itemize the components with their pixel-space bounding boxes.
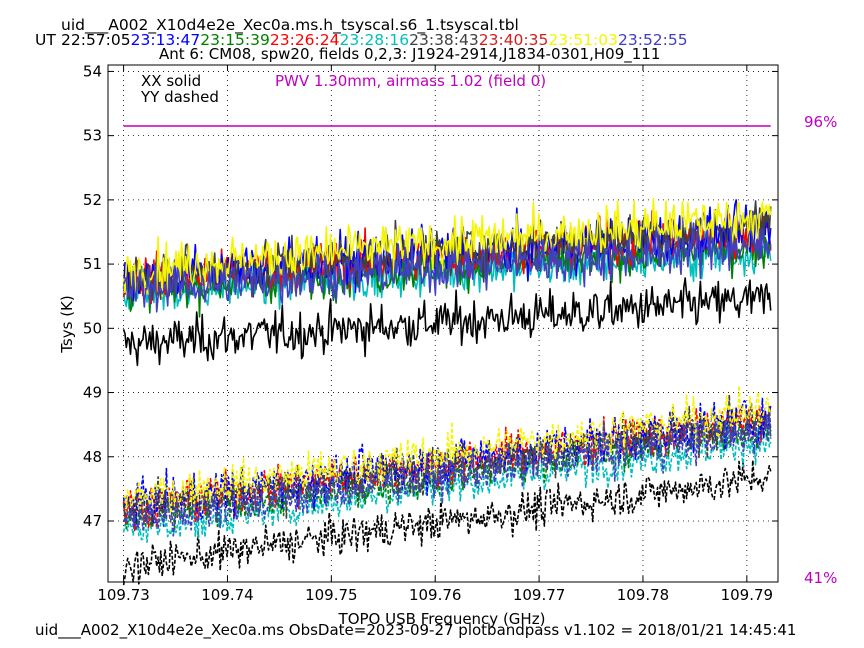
y-tick-label: 47 (83, 512, 102, 530)
x-tick-label: 109.76 (409, 586, 462, 604)
timestamp: 23:52:55 (618, 31, 688, 49)
y-tick-label: 49 (83, 384, 102, 402)
chart-title: uid___A002_X10d4e2e_Xec0a.ms.h_tsyscal.s… (61, 16, 519, 35)
y-tick-label: 54 (83, 62, 102, 80)
x-tick-label: 109.77 (513, 586, 566, 604)
timestamp: 23:40:35 (479, 31, 549, 49)
y-tick-label: 52 (83, 191, 102, 209)
x-tick-label: 109.74 (201, 586, 254, 604)
transmission-top-label: 96% (804, 113, 837, 131)
x-tick-label: 109.73 (97, 586, 150, 604)
pwv-label: PWV 1.30mm, airmass 1.02 (field 0) (275, 72, 546, 90)
ut-label: UT (35, 31, 56, 49)
transmission-bottom-label: 41% (804, 569, 837, 587)
y-tick-label: 51 (83, 255, 102, 273)
axis-ticks: 109.73 109.74 109.75 109.76 109.77 109.78 109.… (83, 62, 778, 604)
legend-yy: YY dashed (140, 88, 219, 106)
x-tick-label: 109.78 (617, 586, 670, 604)
y-tick-label: 48 (83, 448, 102, 466)
x-tick-label: 109.79 (721, 586, 774, 604)
legend-xx: XX solid (141, 72, 201, 90)
chart-subtitle: Ant 6: CM08, spw20, fields 0,2,3: J1924-… (159, 45, 660, 64)
series-line (122, 222, 772, 313)
series-line (122, 197, 772, 302)
series-group (122, 197, 772, 586)
series-line (122, 384, 772, 524)
timestamp: 23:51:03 (548, 31, 618, 49)
series-line (122, 277, 772, 367)
plot-frame (107, 64, 779, 583)
series-line (122, 419, 772, 531)
timestamp-row: 22:57:0523:13:4723:15:3923:26:2423:28:16… (61, 31, 688, 49)
timestamp: 23:38:43 (409, 31, 479, 49)
x-axis-label: TOPO USB Frequency (GHz) (338, 610, 546, 628)
x-tick-label: 109.75 (305, 586, 358, 604)
series-line (122, 414, 772, 537)
y-tick-label: 50 (83, 319, 102, 337)
y-tick-label: 53 (83, 127, 102, 145)
timestamp: 23:28:16 (340, 31, 410, 49)
timestamp: 23:26:24 (270, 31, 340, 49)
y-axis-label: Tsys (K) (58, 295, 76, 354)
footer-text: uid___A002_X10d4e2e_Xec0a.ms ObsDate=202… (35, 621, 796, 640)
timestamp: 22:57:05 (61, 31, 131, 49)
timestamp: 23:15:39 (200, 31, 270, 49)
timestamp: 23:13:47 (131, 31, 201, 49)
series-line (122, 459, 772, 586)
